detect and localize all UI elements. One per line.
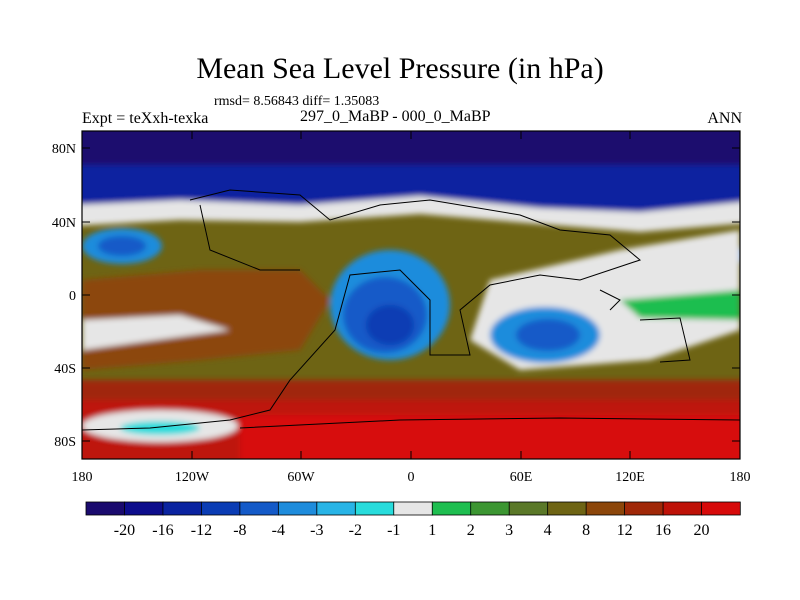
field-north-belt [82, 165, 740, 215]
map-title: Mean Sea Level Pressure (in hPa) [196, 52, 604, 85]
colorbar-swatch [277, 501, 318, 516]
field-north-boundary [82, 196, 740, 232]
lat-tick-label: 80N [52, 142, 76, 157]
lon-ticks: 180 120W 60W 0 60E 120E 180 [72, 131, 751, 485]
lat-tick-label: 40N [52, 216, 76, 231]
lat-tick-label: 0 [69, 289, 76, 304]
pressure-field [82, 131, 740, 459]
colorbar-swatch [316, 501, 356, 516]
colorbar-swatch [662, 501, 703, 516]
colorbar-label: -12 [191, 522, 212, 539]
field-north-deep [82, 131, 740, 170]
colorbar-swatch [393, 501, 433, 516]
colorbar-swatch [508, 501, 549, 516]
colorbar-label: 16 [655, 522, 671, 539]
colorbar-label: -3 [310, 522, 323, 539]
lon-tick-label: 0 [408, 470, 415, 485]
lat-tick-label: 80S [54, 435, 76, 450]
colorbar-label: 20 [694, 522, 710, 539]
colorbar-label: 3 [505, 522, 513, 539]
colorbar-swatch [239, 501, 280, 516]
colorbar-label: 2 [467, 522, 475, 539]
colorbar-label: 4 [544, 522, 552, 539]
colorbar-swatch [85, 501, 126, 516]
field-tropical-positive [82, 270, 330, 370]
lat-ticks: 80N 40N 0 40S 80S [52, 142, 740, 450]
colorbar-label: 1 [428, 522, 436, 539]
colorbar-swatch [585, 501, 626, 516]
colorbar-swatch [470, 501, 510, 516]
field-west-cell-inner [98, 236, 146, 256]
colorbar-swatch [547, 501, 587, 516]
colorbar-swatch [624, 501, 664, 516]
coastline [82, 189, 740, 431]
lon-tick-label: 60E [510, 470, 533, 485]
colorbar-label: -1 [387, 522, 400, 539]
colorbar-label: -16 [152, 522, 173, 539]
colorbar-label: -8 [233, 522, 246, 539]
field-south-core [240, 415, 740, 459]
subtitle-label: 297_0_MaBP - 000_0_MaBP [300, 108, 491, 125]
colorbar-label: -20 [114, 522, 135, 539]
colorbar-swatch [124, 501, 164, 516]
field-tethys-core [366, 305, 414, 345]
lon-tick-label: 120E [615, 470, 645, 485]
field-south-lens-inner [120, 421, 200, 435]
field-tropical-neutral [82, 315, 230, 350]
colorbar-swatch [162, 501, 203, 516]
lon-tick-label: 120W [175, 470, 210, 485]
colorbar-label: 8 [582, 522, 590, 539]
colorbar-swatch [354, 501, 395, 516]
colorbar-swatch [431, 501, 472, 516]
lon-tick-label: 180 [730, 470, 751, 485]
field-east-ocean-core [516, 319, 580, 351]
colorbar-label: -2 [349, 522, 362, 539]
stats-label: rmsd= 8.56843 diff= 1.35083 [214, 94, 380, 109]
colorbar: -20 -16 -12 -8 -4 -3 -2 -1 1 2 3 4 8 12 16 20 [85, 501, 741, 539]
season-label: ANN [707, 110, 742, 127]
colorbar-swatch [201, 501, 241, 516]
lon-tick-label: 180 [72, 470, 93, 485]
colorbar-swatch [701, 501, 741, 516]
colorbar-label: 12 [617, 522, 633, 539]
colorbar-label: -4 [272, 522, 285, 539]
lat-tick-label: 40S [54, 362, 76, 377]
lon-tick-label: 60W [287, 470, 315, 485]
field-east-green [620, 290, 740, 320]
experiment-label: Expt = teXxh-texka [82, 110, 209, 127]
coastline-islands [599, 289, 691, 363]
